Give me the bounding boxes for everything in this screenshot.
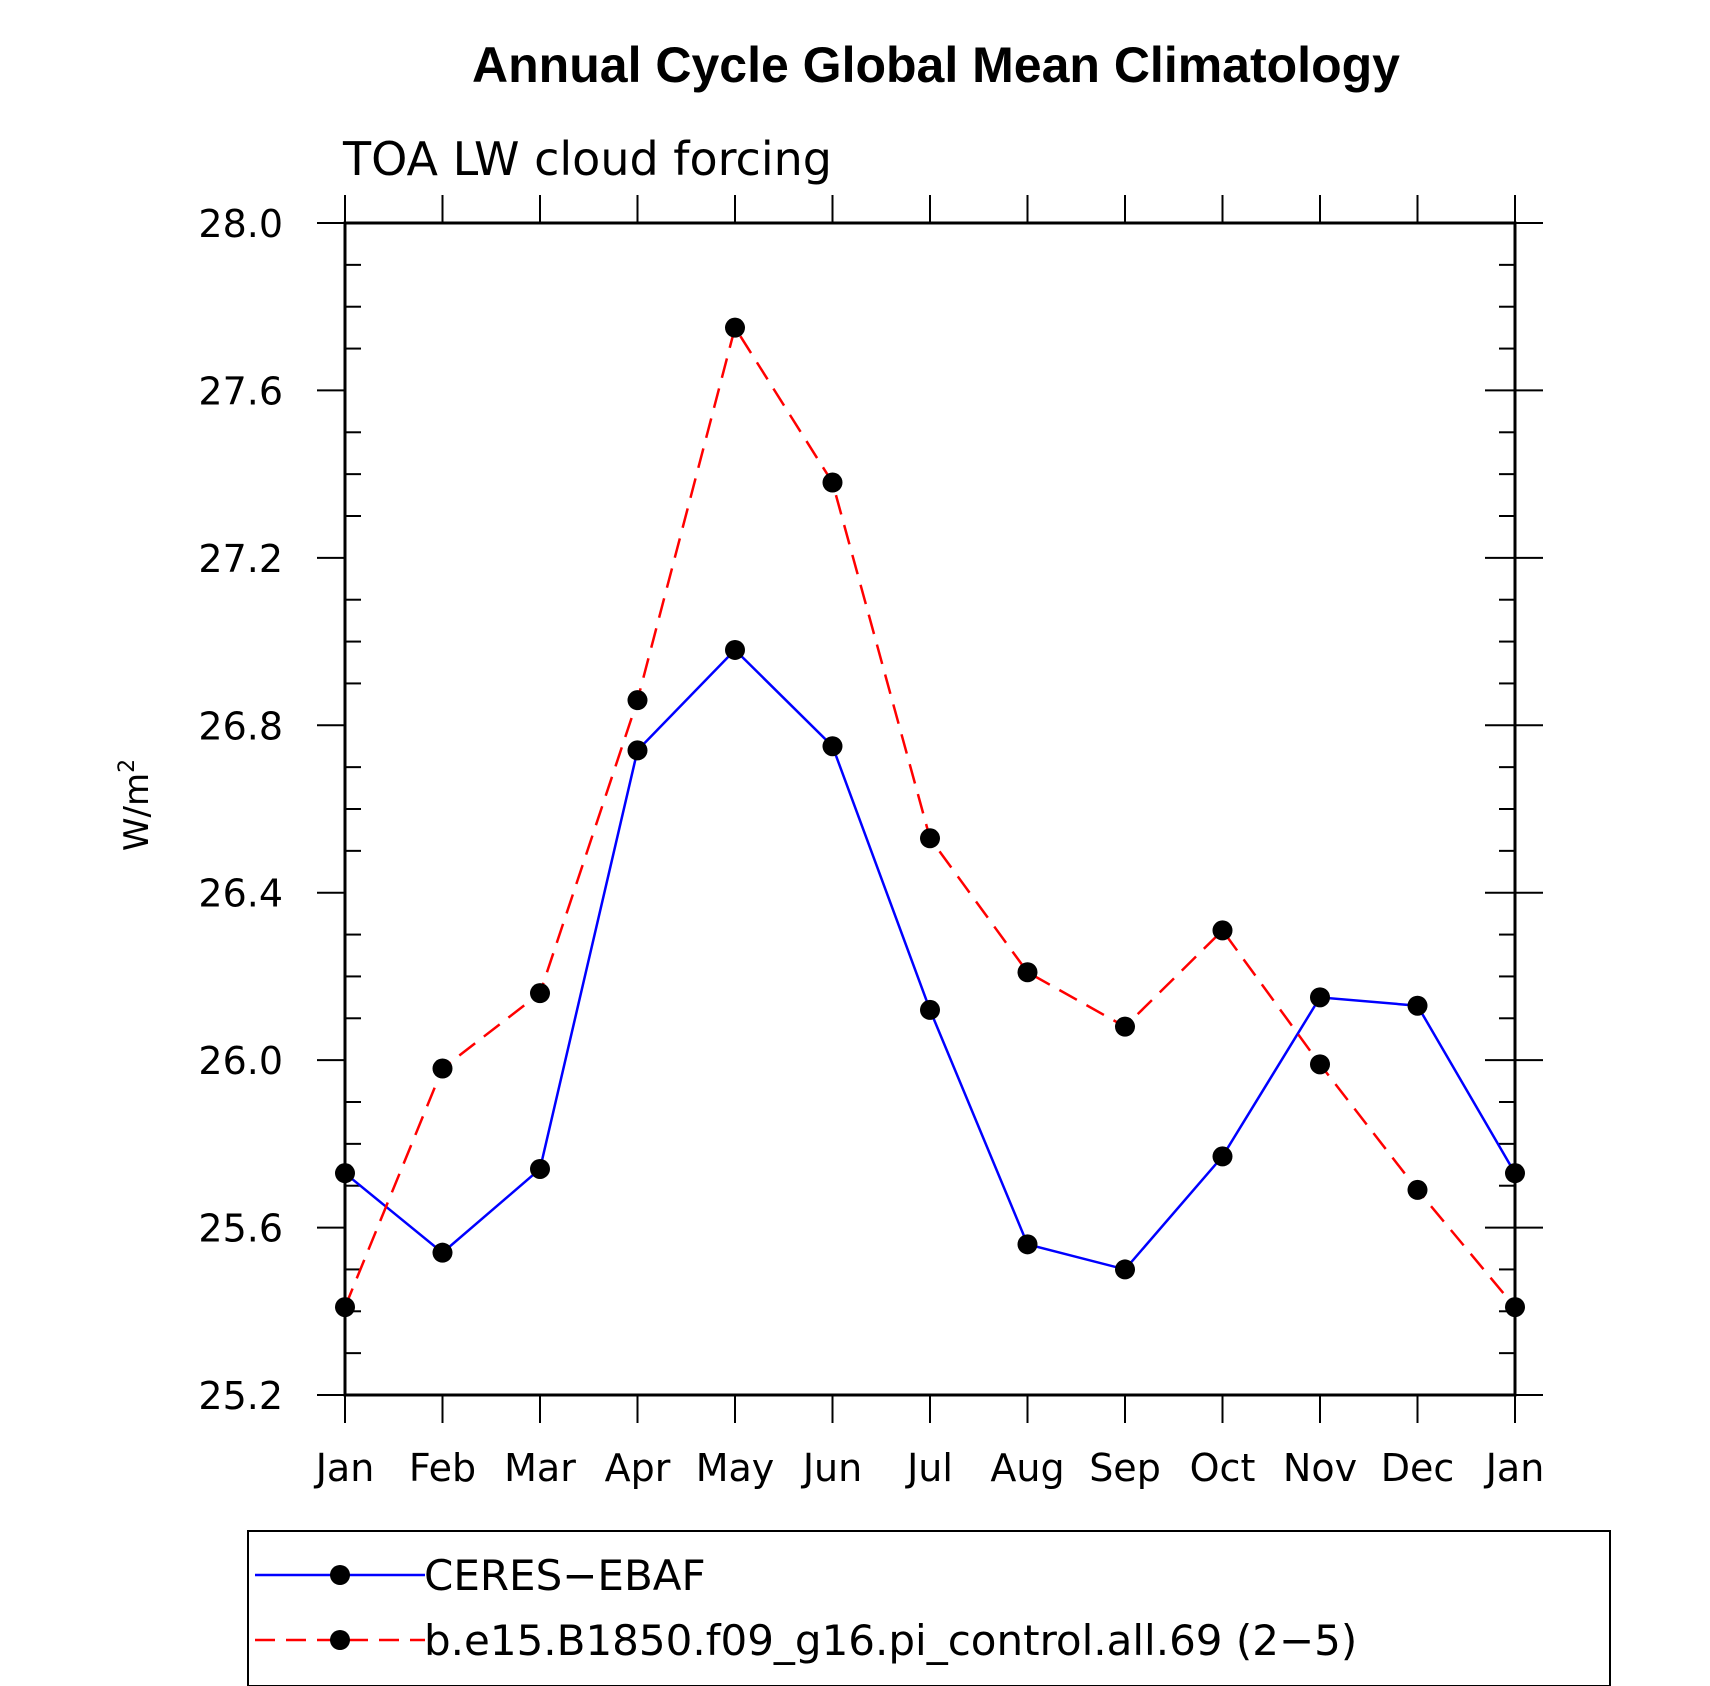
x-tick-label: Feb [409,1446,476,1490]
y-tick-label: 26.8 [198,704,283,748]
data-point-series-1 [1505,1297,1525,1318]
data-point-series-1 [920,828,940,849]
data-point-series-0 [1212,1146,1233,1167]
data-point-series-1 [627,690,648,711]
legend-label-model: b.e15.B1850.f09_g16.pi_control.all.69 (2… [424,1616,1357,1665]
x-tick-label: May [696,1446,775,1490]
svg-text:W/m2: W/m2 [115,759,157,851]
data-point-series-1 [725,317,745,338]
data-point-series-1 [822,472,843,493]
data-point-series-1 [1017,962,1038,983]
data-point-series-0 [1310,987,1330,1008]
data-point-series-0 [335,1163,355,1184]
y-tick-label: 26.4 [198,872,283,916]
axis-ticks [317,195,1543,1423]
data-point-series-0 [432,1242,453,1263]
data-point-series-0 [725,639,745,660]
x-tick-label: Jan [1484,1446,1545,1490]
x-tick-label: Nov [1283,1446,1357,1490]
data-point-series-1 [1310,1054,1330,1075]
data-point-series-1 [1407,1179,1428,1200]
y-tick-labels: 25.2 25.6 26.0 26.4 26.8 27.2 27.6 28.0 [198,202,283,1418]
y-tick-label: 27.2 [198,537,283,581]
y-axis-label-text: W/m [117,773,157,851]
x-tick-label: Dec [1381,1446,1455,1490]
y-tick-label: 25.2 [198,1374,283,1418]
data-point-series-1 [1212,920,1233,941]
data-point-series-0 [627,740,648,761]
chart-subtitle: TOA LW cloud forcing [342,132,832,186]
data-point-series-0 [1017,1234,1038,1255]
series-layer [335,317,1525,1318]
y-tick-label: 28.0 [198,202,283,246]
series-line-1 [343,324,1516,1308]
data-point-series-1 [1115,1016,1135,1037]
chart-title: Annual Cycle Global Mean Climatology [472,37,1400,93]
data-point-series-0 [1505,1163,1525,1184]
x-tick-label: Jul [905,1446,953,1490]
y-tick-label: 27.6 [198,369,283,413]
plot-frame [343,221,1517,1397]
x-tick-labels: Jan Feb Mar Apr May Jun Jul Aug Sep Oct Nov Dec Jan [314,1446,1545,1490]
data-point-series-0 [1115,1259,1135,1280]
y-axis-label-superscript: 2 [115,759,140,773]
data-point-series-0 [1407,995,1428,1016]
data-point-series-1 [530,983,550,1004]
data-point-series-0 [920,999,940,1020]
legend: CERES−EBAF b.e15.B1850.f09_g16.pi_contro… [247,1530,1611,1686]
x-tick-label: Apr [605,1446,671,1490]
x-tick-label: Jan [314,1446,375,1490]
data-point-series-1 [432,1058,453,1079]
series-line-0 [344,648,1517,1271]
x-tick-label: Mar [504,1446,576,1490]
y-axis-label: W/m2 [115,759,157,851]
legend-box [247,1530,1611,1686]
x-tick-label: Aug [990,1446,1064,1490]
x-tick-label: Sep [1089,1446,1161,1490]
data-point-series-0 [530,1158,550,1179]
data-point-series-1 [335,1297,355,1318]
x-tick-label: Jun [801,1446,862,1490]
data-point-series-0 [822,736,843,757]
legend-label-ceres: CERES−EBAF [424,1551,706,1600]
y-tick-label: 25.6 [198,1207,283,1251]
legend-marker-ceres [330,1565,350,1585]
x-tick-label: Oct [1190,1446,1256,1490]
legend-marker-model [330,1630,350,1650]
y-tick-label: 26.0 [198,1039,283,1083]
